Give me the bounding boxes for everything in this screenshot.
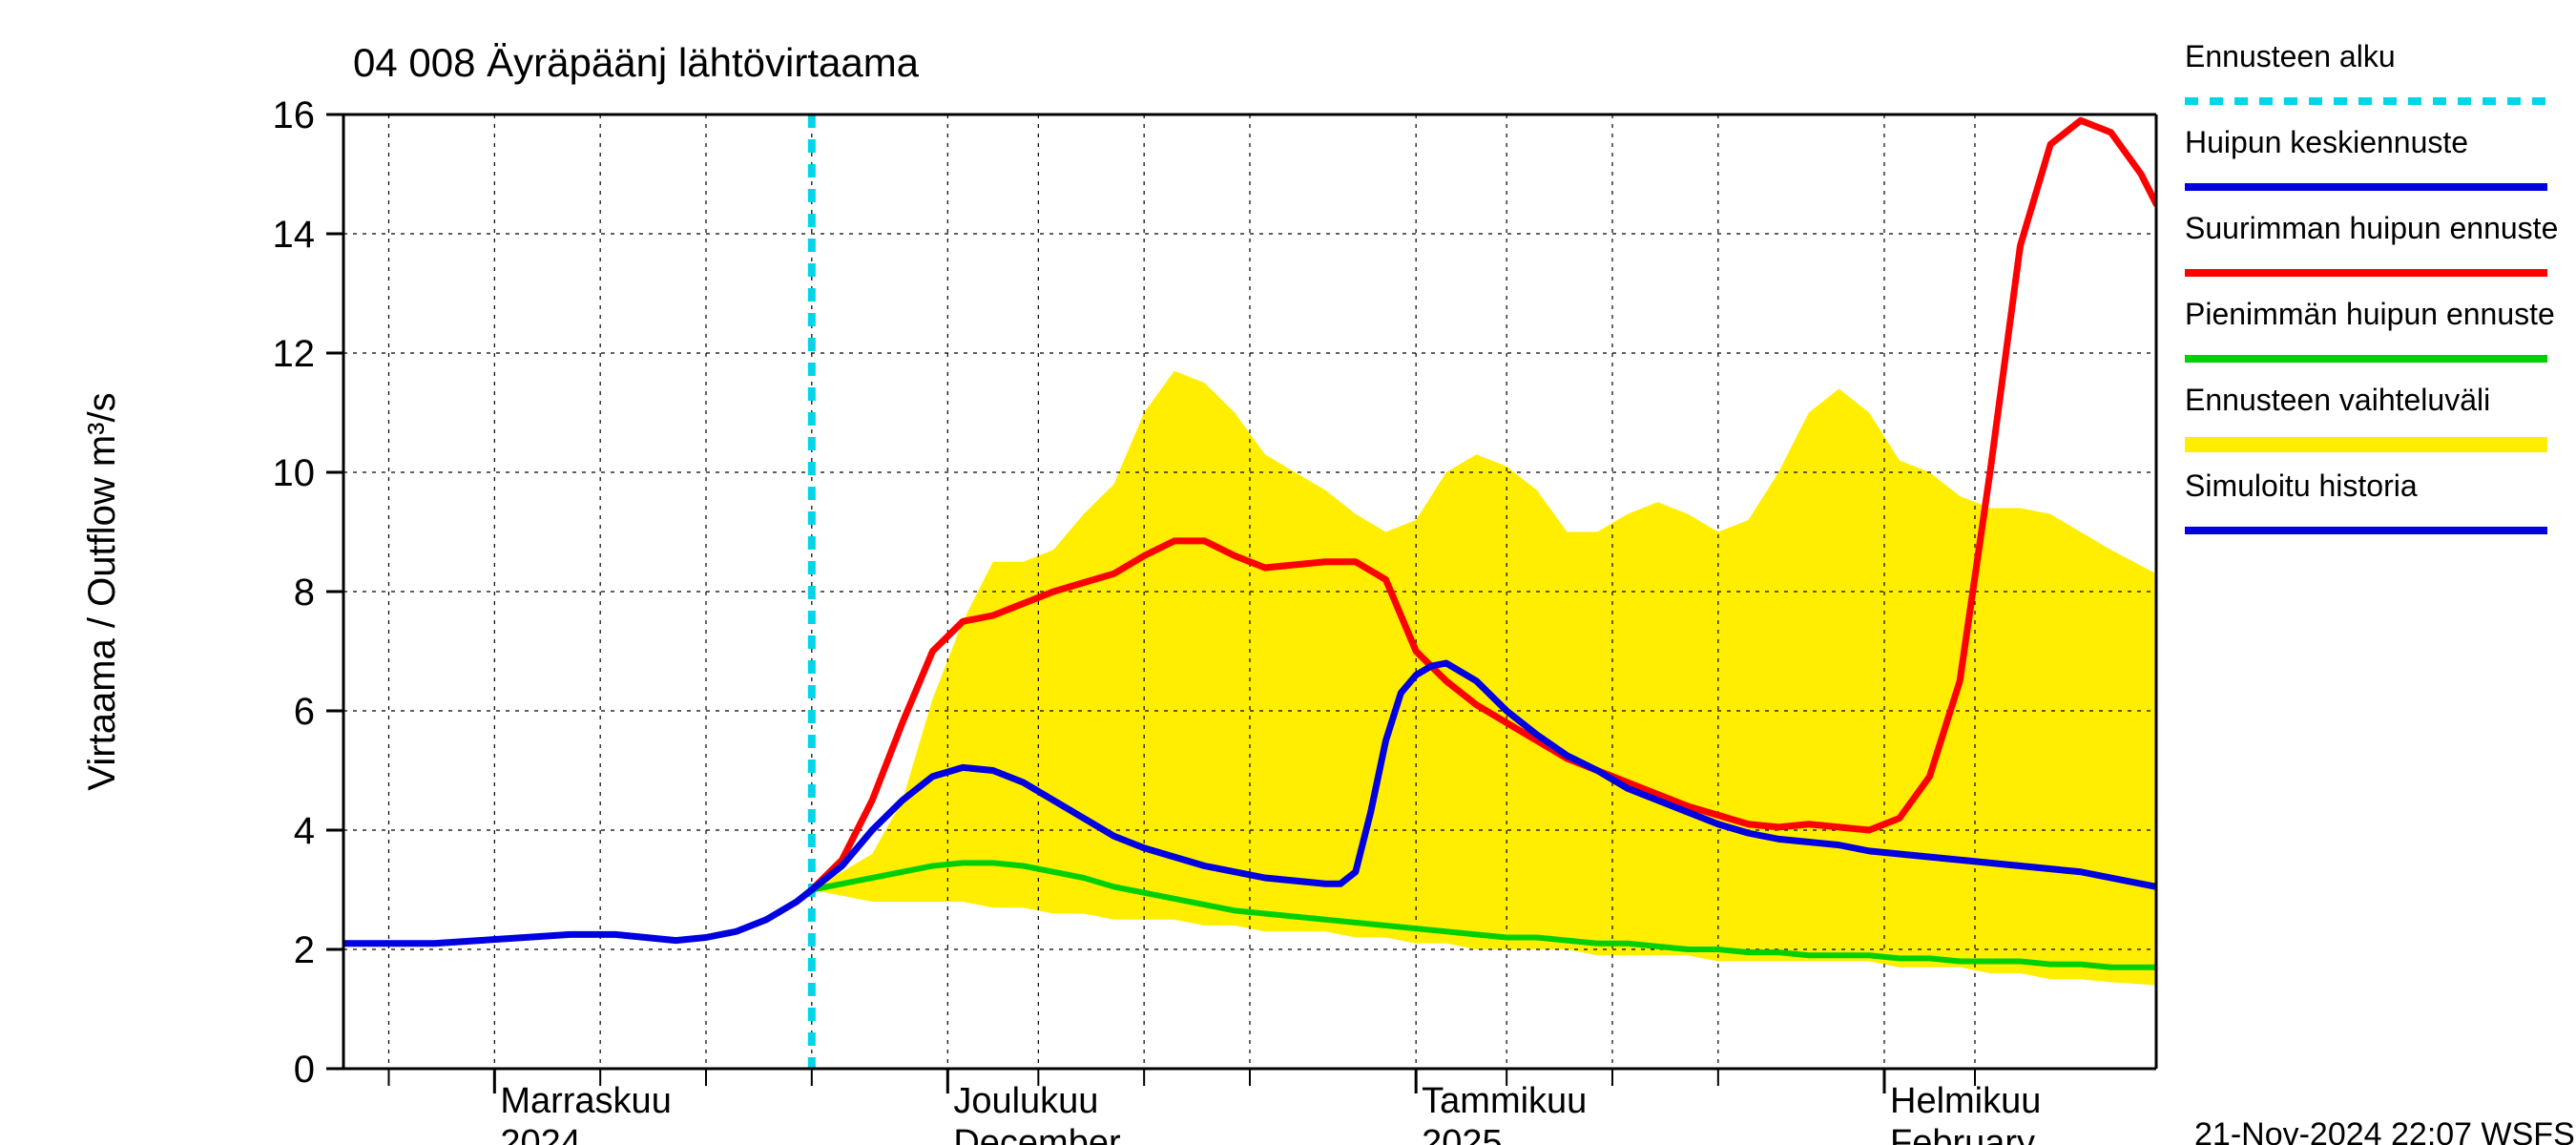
legend-label: Ennusteen alku [2185, 39, 2396, 73]
y-tick-label: 16 [273, 94, 316, 136]
x-month-label: Helmikuu [1890, 1081, 2041, 1121]
legend-label: Pienimmän huipun ennuste [2185, 297, 2555, 331]
legend-label: Huipun keskiennuste [2185, 125, 2468, 159]
chart-container: 0 2 4 6 8 10 12 14 16 Marraskuu2024 JoulukuuDecemb… [0, 0, 2576, 1145]
x-month-label: December [953, 1123, 1121, 1145]
x-month-label: February [1890, 1123, 2035, 1145]
x-month-label: 2025 [1422, 1123, 1503, 1145]
x-month-label: Tammikuu [1422, 1081, 1587, 1121]
y-tick-label: 10 [273, 452, 316, 494]
y-tick-label: 12 [273, 333, 316, 375]
chart-timestamp: 21-Nov-2024 22:07 WSFS-O [2194, 1116, 2576, 1145]
y-tick-label: 6 [294, 691, 315, 733]
x-month-label: Joulukuu [953, 1081, 1098, 1121]
chart-svg: 0 2 4 6 8 10 12 14 16 Marraskuu2024 JoulukuuDecemb… [0, 0, 2576, 1145]
y-tick-label: 14 [273, 214, 316, 256]
y-tick-label: 8 [294, 572, 315, 614]
legend-label: Simuloitu historia [2185, 468, 2418, 503]
legend-label: Ennusteen vaihteluväli [2185, 383, 2490, 417]
y-tick-label: 4 [294, 810, 315, 852]
legend-label: Suurimman huipun ennuste [2185, 211, 2558, 245]
y-tick-label: 2 [294, 929, 315, 971]
x-month-label: Marraskuu [500, 1081, 672, 1121]
y-axis-label: Virtaama / Outflow m³/s [81, 392, 123, 790]
x-month-label: 2024 [500, 1123, 581, 1145]
chart-title: 04 008 Äyräpäänj lähtövirtaama [353, 40, 920, 85]
y-tick-label: 0 [294, 1049, 315, 1091]
